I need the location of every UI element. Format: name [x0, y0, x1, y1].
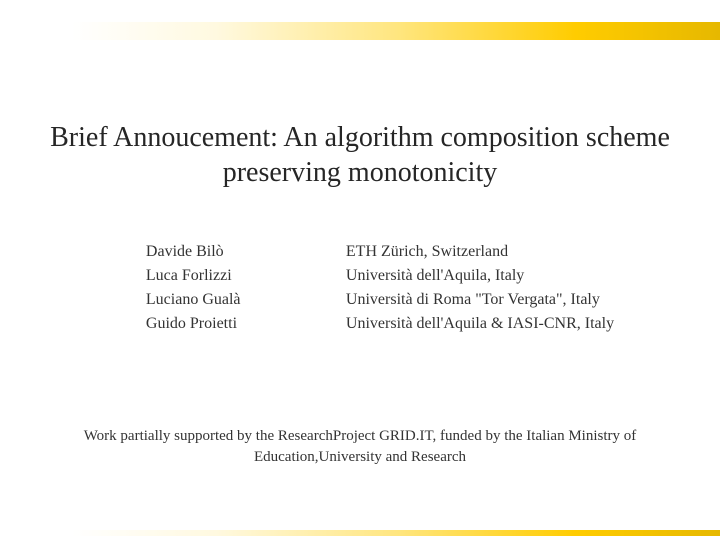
author-name: Luciano Gualà — [146, 288, 296, 312]
author-name: Guido Proietti — [146, 312, 296, 336]
author-name: Luca Forlizzi — [146, 264, 296, 288]
affiliations-column: ETH Zürich, Switzerland Università dell'… — [346, 240, 614, 336]
slide-content: Brief Annoucement: An algorithm composit… — [0, 0, 720, 540]
slide-title: Brief Annoucement: An algorithm composit… — [40, 120, 680, 190]
author-affiliation: Università di Roma "Tor Vergata", Italy — [346, 288, 614, 312]
author-affiliation: Università dell'Aquila, Italy — [346, 264, 614, 288]
author-name: Davide Bilò — [146, 240, 296, 264]
authors-block: Davide Bilò Luca Forlizzi Luciano Gualà … — [40, 240, 680, 336]
author-affiliation: Università dell'Aquila & IASI-CNR, Italy — [346, 312, 614, 336]
author-names-column: Davide Bilò Luca Forlizzi Luciano Gualà … — [146, 240, 296, 336]
author-affiliation: ETH Zürich, Switzerland — [346, 240, 614, 264]
bottom-gradient-band — [0, 530, 720, 536]
funding-note: Work partially supported by the Research… — [40, 426, 680, 468]
